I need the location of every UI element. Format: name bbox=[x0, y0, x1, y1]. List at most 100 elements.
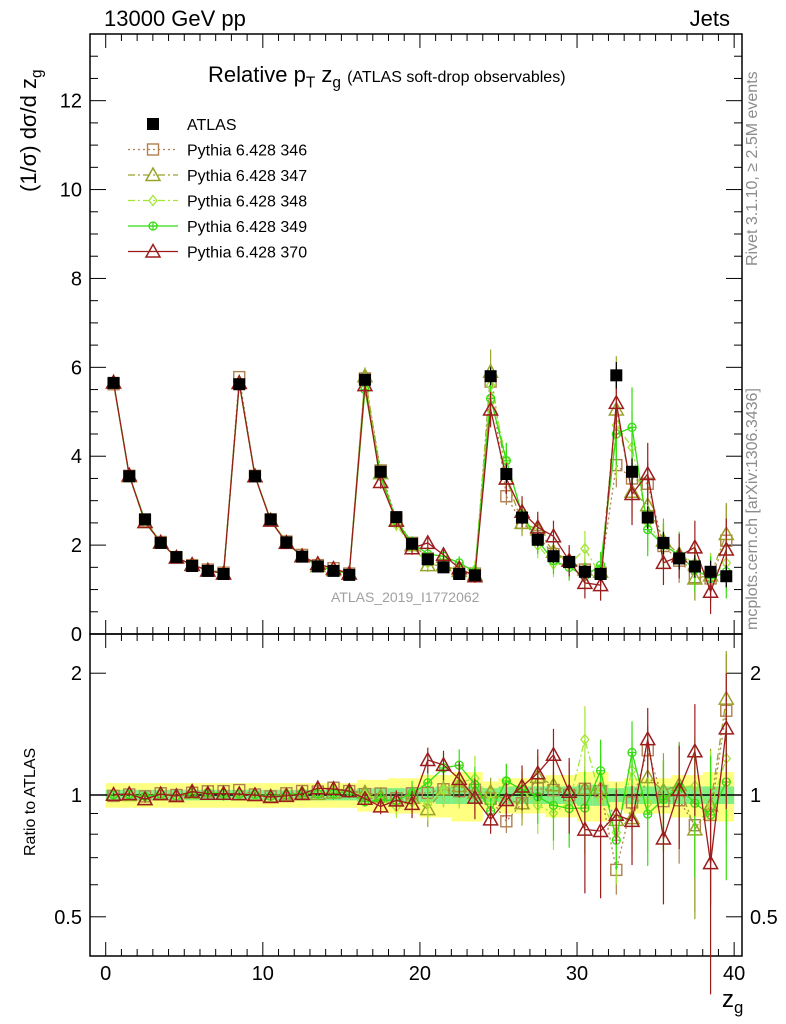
ratio-point bbox=[560, 783, 578, 799]
data-point bbox=[563, 556, 576, 568]
legend-entry: Pythia 6.428 346 bbox=[128, 143, 307, 160]
ratio-point bbox=[702, 854, 719, 870]
data-point bbox=[545, 527, 562, 543]
data-point bbox=[704, 565, 717, 578]
data-point bbox=[280, 536, 293, 549]
data-point bbox=[421, 553, 434, 566]
mcplots-label: mcplots.cern.ch [arXiv:1306.3436] bbox=[744, 388, 761, 630]
ratio-point bbox=[293, 785, 311, 801]
data-point bbox=[686, 538, 704, 554]
data-point bbox=[107, 376, 120, 389]
ratio-point bbox=[403, 795, 421, 811]
data-point bbox=[580, 542, 590, 555]
ratio-point bbox=[639, 730, 657, 746]
data-point bbox=[484, 370, 497, 383]
series-line bbox=[112, 382, 727, 594]
data-point bbox=[296, 550, 309, 563]
series-pythia-6-428-370 bbox=[105, 367, 735, 614]
ratio-point bbox=[498, 791, 515, 807]
legend-marker bbox=[148, 194, 158, 207]
data-point bbox=[201, 564, 214, 577]
ratio-point bbox=[388, 791, 405, 807]
data-point bbox=[657, 536, 670, 549]
data-point bbox=[655, 554, 672, 570]
analysis-tag: ATLAS_2019_I1772062 bbox=[331, 589, 480, 605]
ratio-point bbox=[670, 781, 688, 797]
y-tick-label-right: 2 bbox=[750, 663, 761, 685]
ratio-point bbox=[482, 810, 499, 826]
main-y-axis-label: (1/σ) dσ/d zg bbox=[16, 69, 46, 192]
ratio-point bbox=[655, 830, 672, 845]
legend-label: Pythia 6.428 370 bbox=[187, 245, 307, 262]
y-tick-label: 2 bbox=[71, 663, 82, 685]
data-point bbox=[608, 394, 625, 410]
data-point bbox=[702, 583, 719, 599]
x-tick-label: 0 bbox=[100, 963, 111, 985]
y-tick-label: 12 bbox=[60, 91, 82, 113]
ratio-point bbox=[136, 790, 154, 806]
x-tick-label: 30 bbox=[566, 963, 588, 985]
ratio-point bbox=[450, 770, 468, 786]
ratio-point bbox=[422, 797, 433, 810]
ratio-point bbox=[309, 779, 327, 795]
data-point bbox=[311, 560, 324, 573]
ratio-point bbox=[627, 747, 637, 758]
ratio-point bbox=[686, 742, 704, 758]
y-tick-label-right: 0.5 bbox=[750, 907, 778, 929]
ratio-point bbox=[183, 783, 201, 798]
series-atlas bbox=[107, 362, 733, 588]
legend-entry: ATLAS bbox=[147, 117, 237, 134]
ratio-point bbox=[595, 766, 606, 776]
ratio-point bbox=[548, 800, 559, 810]
data-point bbox=[592, 576, 609, 592]
legend-marker bbox=[144, 242, 162, 258]
data-point bbox=[138, 513, 151, 526]
ratio-point bbox=[105, 786, 122, 801]
ratio-y-axis-label: Ratio to ATLAS bbox=[22, 747, 39, 856]
legend-marker bbox=[148, 221, 158, 231]
data-point bbox=[437, 561, 450, 574]
y-tick-label: 4 bbox=[71, 446, 82, 468]
main-panel: 0 2 4 6 8 10 12 bbox=[60, 33, 743, 646]
legend-entry: Pythia 6.428 349 bbox=[128, 219, 307, 236]
data-point bbox=[327, 564, 340, 577]
y-tick-label: 2 bbox=[71, 535, 82, 557]
ratio-point bbox=[246, 786, 264, 802]
data-point bbox=[248, 470, 261, 483]
data-point bbox=[576, 574, 594, 590]
ratio-point bbox=[199, 785, 217, 801]
y-tick-label: 0 bbox=[71, 624, 82, 646]
y-tick-label: 0.5 bbox=[54, 907, 82, 929]
data-point bbox=[217, 568, 230, 580]
data-point bbox=[372, 473, 389, 489]
ratio-point bbox=[529, 764, 547, 780]
y-tick-label-right: 1 bbox=[750, 785, 761, 807]
legend-marker bbox=[147, 118, 159, 130]
legend-entry: Pythia 6.428 370 bbox=[128, 242, 307, 262]
y-tick-label: 8 bbox=[71, 268, 82, 290]
ratio-point bbox=[340, 782, 358, 798]
data-point bbox=[435, 546, 452, 562]
x-tick-label: 10 bbox=[252, 963, 274, 985]
legend-entry: Pythia 6.428 348 bbox=[128, 194, 307, 211]
ratio-point bbox=[718, 719, 735, 735]
ratio-point bbox=[325, 780, 342, 796]
legend-entry: Pythia 6.428 347 bbox=[128, 166, 307, 185]
process-label: Jets bbox=[689, 6, 730, 31]
ratio-point bbox=[435, 756, 452, 772]
y-tick-label: 6 bbox=[71, 357, 82, 379]
data-point bbox=[419, 534, 437, 550]
data-point bbox=[233, 378, 246, 391]
data-point bbox=[718, 541, 735, 556]
data-point bbox=[264, 513, 277, 526]
x-tick-label: 20 bbox=[409, 963, 431, 985]
ratio-point bbox=[215, 785, 232, 800]
data-point bbox=[641, 511, 654, 524]
chart-title: Relative pT zg (ATLAS soft-drop observab… bbox=[208, 62, 566, 92]
data-point bbox=[626, 465, 639, 478]
legend-label: Pythia 6.428 349 bbox=[187, 219, 307, 236]
ratio-point bbox=[168, 787, 185, 803]
data-point bbox=[154, 536, 167, 549]
data-point bbox=[531, 533, 544, 546]
